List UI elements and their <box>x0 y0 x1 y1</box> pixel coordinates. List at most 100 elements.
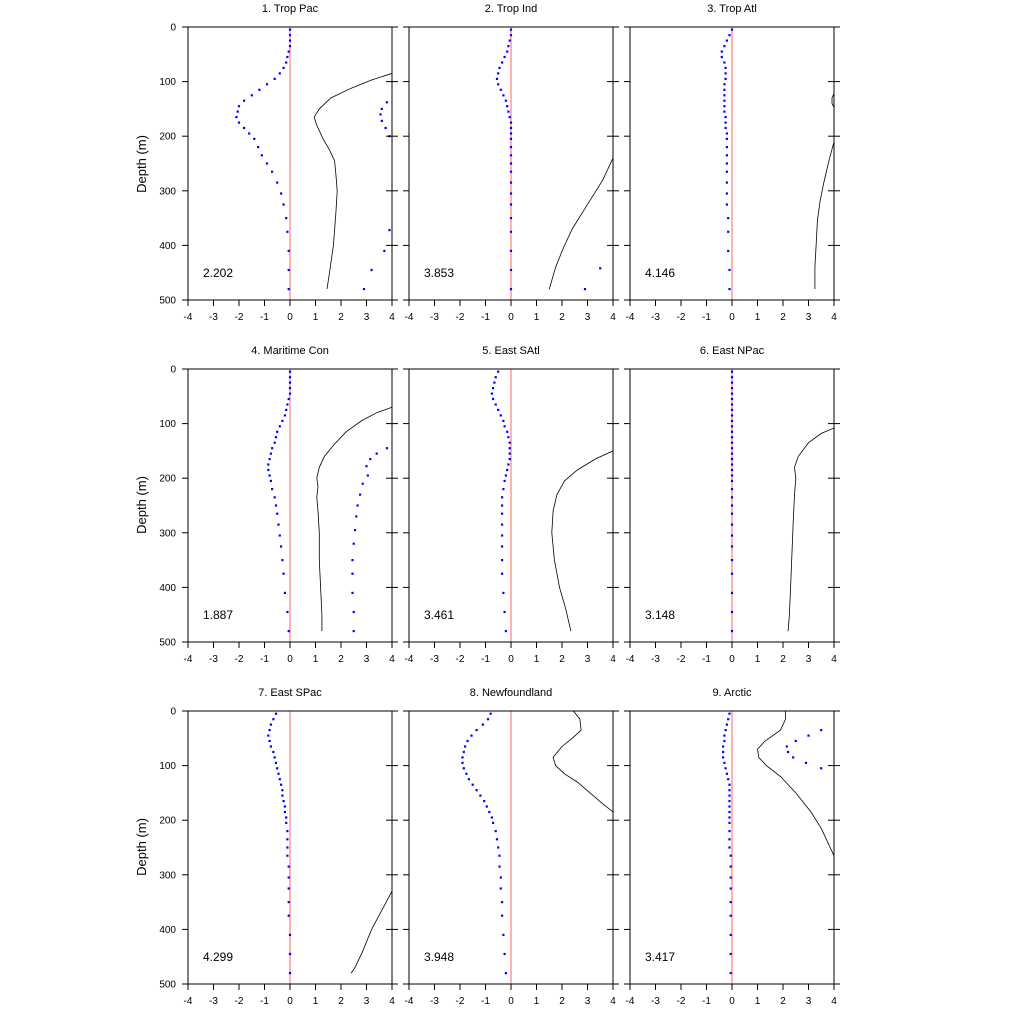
panel-9: -4 -3 -2 -1 0 1 2 3 4 9. Arctic 3.417 <box>624 687 840 1007</box>
x-tick-label: 4 <box>610 996 616 1007</box>
data-point <box>351 591 354 594</box>
data-point <box>725 772 728 775</box>
data-point <box>494 376 497 379</box>
data-point <box>287 268 290 272</box>
profile-line <box>757 711 834 856</box>
panel-4: -4 -3 -2 -1 0 1 2 3 4 0 100 200 300 400 500 4. Maritime… <box>159 345 398 665</box>
data-point <box>351 559 354 562</box>
panel-annotation: 3.853 <box>424 266 454 280</box>
data-point <box>237 105 241 108</box>
data-point <box>385 101 388 104</box>
data-point <box>497 83 500 86</box>
panel-annotation: 3.948 <box>424 950 454 964</box>
data-point <box>498 854 501 857</box>
data-point <box>278 72 281 75</box>
data-point <box>729 952 732 956</box>
data-point <box>272 750 275 754</box>
data-point <box>267 463 270 466</box>
data-point <box>728 805 731 808</box>
y-tick-label: 100 <box>159 77 176 88</box>
y-tick-label: 200 <box>159 816 176 827</box>
data-point <box>283 591 286 594</box>
data-point <box>494 830 497 833</box>
data-point <box>728 783 731 786</box>
data-point <box>276 767 279 770</box>
profile-line <box>787 427 834 632</box>
data-point <box>481 723 484 726</box>
y-tick-label: 100 <box>159 419 176 430</box>
data-point <box>237 121 241 124</box>
x-tick-label: 0 <box>508 312 514 323</box>
data-point <box>285 61 288 64</box>
x-tick-label: 2 <box>559 654 565 665</box>
data-point <box>730 425 734 428</box>
data-point <box>287 876 290 879</box>
data-point <box>729 933 732 936</box>
panel-title: 1. Trop Pac <box>262 3 319 15</box>
data-point <box>283 810 286 814</box>
data-point <box>730 447 734 450</box>
data-point <box>504 972 507 975</box>
x-tick-label: 0 <box>508 996 514 1007</box>
x-tick-label: -1 <box>702 996 711 1007</box>
y-tick-label: 300 <box>159 186 176 197</box>
profile-line <box>316 406 392 632</box>
data-point <box>508 116 511 119</box>
data-point <box>723 99 726 102</box>
data-point <box>497 846 500 849</box>
data-point <box>730 488 734 491</box>
data-point <box>509 217 513 220</box>
y-tick-label: 0 <box>170 707 176 718</box>
data-point <box>288 376 292 379</box>
data-point <box>380 119 383 122</box>
x-tick-label: -3 <box>209 996 218 1007</box>
data-point <box>281 789 284 792</box>
data-point <box>268 729 271 732</box>
data-point <box>728 810 731 814</box>
data-point <box>464 745 467 748</box>
data-point <box>276 430 279 433</box>
x-tick-label: 1 <box>534 996 540 1007</box>
data-point <box>288 39 292 42</box>
data-point <box>509 170 513 173</box>
data-point <box>283 805 286 808</box>
data-point <box>385 447 388 450</box>
data-point <box>727 230 730 233</box>
data-point <box>730 523 734 526</box>
data-point <box>276 512 279 515</box>
data-point <box>379 113 382 116</box>
data-point <box>723 94 726 97</box>
data-point <box>269 479 272 482</box>
data-point <box>506 430 509 433</box>
data-point <box>728 838 731 841</box>
data-point <box>288 392 292 395</box>
data-point <box>725 181 728 184</box>
ylabel-row-1: Depth (m) <box>134 135 149 193</box>
x-tick-label: 4 <box>610 654 616 665</box>
data-point <box>730 630 734 633</box>
data-point <box>508 447 511 450</box>
data-point <box>730 381 734 384</box>
data-point <box>366 474 369 477</box>
x-tick-label: -2 <box>456 312 465 323</box>
data-point <box>729 865 732 868</box>
data-point <box>730 545 734 548</box>
data-point <box>269 452 272 455</box>
data-point <box>807 734 810 737</box>
data-point <box>287 865 290 868</box>
data-point <box>501 534 504 537</box>
data-point <box>723 761 726 764</box>
data-point <box>730 441 734 444</box>
data-point <box>728 712 731 715</box>
data-point <box>729 914 732 917</box>
data-point <box>288 933 292 936</box>
data-point <box>285 821 288 824</box>
data-point <box>462 767 465 770</box>
data-point <box>725 192 728 195</box>
x-tick-label: 2 <box>338 312 344 323</box>
x-tick-label: -3 <box>651 996 660 1007</box>
data-point <box>269 723 272 726</box>
y-tick-label: 200 <box>159 474 176 485</box>
data-point <box>730 559 734 562</box>
